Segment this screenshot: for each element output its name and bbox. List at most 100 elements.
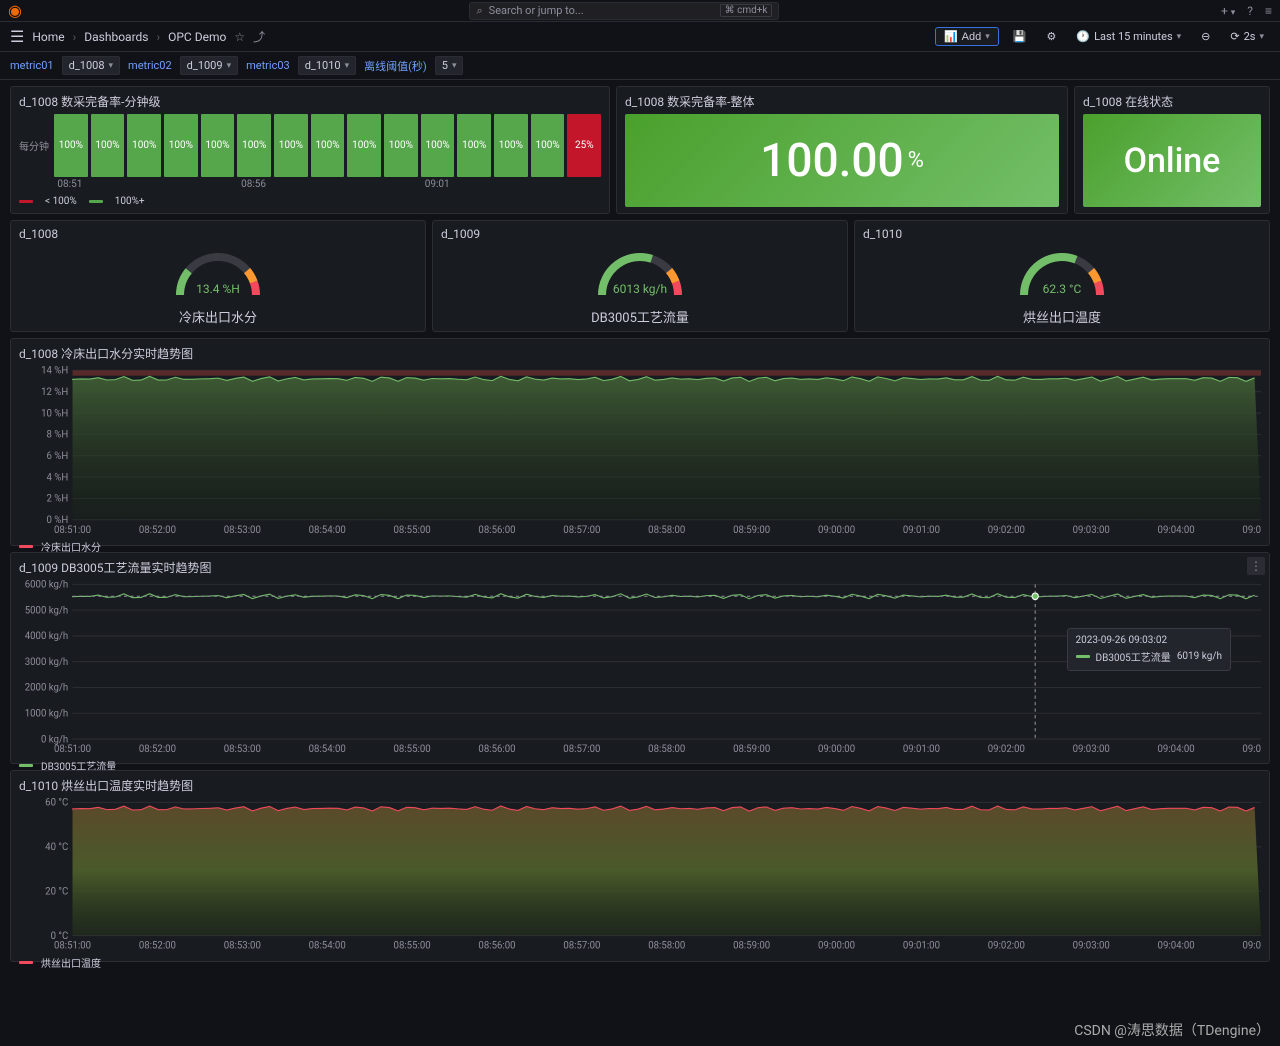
svg-text:60 °C: 60 °C: [45, 798, 68, 809]
bargrid-cell: 100%: [311, 114, 345, 177]
zoom-out-icon[interactable]: ⊖: [1195, 28, 1216, 45]
svg-text:08:58:00: 08:58:00: [648, 744, 685, 754]
svg-text:08:56:00: 08:56:00: [478, 525, 515, 535]
svg-text:62.3 °C: 62.3 °C: [1043, 282, 1082, 296]
menu-icon[interactable]: ☰: [10, 27, 24, 46]
svg-text:14 %H: 14 %H: [41, 366, 68, 377]
var-label-metric01: metric01: [10, 59, 54, 72]
breadcrumb-home[interactable]: Home: [32, 30, 64, 44]
refresh-button[interactable]: ⟳ 2s ▾: [1224, 28, 1270, 45]
chart1-svg: 14 %H12 %H10 %H8 %H6 %H4 %H2 %H0 %H08:51…: [19, 366, 1261, 535]
panel-menu-icon[interactable]: ⋮: [1247, 557, 1265, 575]
bargrid-cell: 100%: [274, 114, 308, 177]
panel-online-status: d_1008 在线状态 Online: [1074, 86, 1270, 214]
var-select-metric01[interactable]: d_1008▾: [62, 56, 120, 75]
grafana-logo-icon[interactable]: ◉: [8, 1, 28, 21]
svg-text:08:58:00: 08:58:00: [648, 941, 685, 951]
var-label-threshold: 离线阈值(秒): [364, 58, 427, 74]
bargrid-row-label: 每分钟: [19, 114, 51, 177]
chevron-down-icon: ▾: [985, 31, 990, 42]
var-select-threshold[interactable]: 5▾: [435, 56, 464, 75]
svg-text:5000 kg/h: 5000 kg/h: [25, 605, 69, 616]
tooltip-swatch: [1076, 655, 1090, 658]
svg-text:09:02:00: 09:02:00: [988, 744, 1025, 754]
stat-online: Online: [1083, 114, 1261, 207]
save-icon[interactable]: 💾: [1007, 28, 1033, 45]
legend-swatch: [19, 764, 33, 767]
breadcrumb-bar: ☰ Home › Dashboards › OPC Demo ☆ ⤴ 📊 Add…: [0, 22, 1280, 52]
bargrid-cell: 100%: [421, 114, 455, 177]
gauge-panel: d_1009 6013 kg/h DB3005工艺流量: [432, 220, 848, 332]
svg-text:08:59:00: 08:59:00: [733, 941, 770, 951]
bargrid-cell: 100%: [531, 114, 565, 177]
var-label-metric03: metric03: [246, 59, 290, 72]
chart-icon: 📊: [944, 30, 958, 43]
share-icon[interactable]: ⤴: [253, 28, 265, 45]
var-label-metric02: metric02: [128, 59, 172, 72]
breadcrumb-dashboards[interactable]: Dashboards: [84, 30, 148, 44]
svg-text:08:59:00: 08:59:00: [733, 525, 770, 535]
var-select-metric02[interactable]: d_1009▾: [180, 56, 238, 75]
gauge-svg: 13.4 %H: [163, 245, 273, 305]
breadcrumb-current[interactable]: OPC Demo: [168, 30, 226, 44]
time-picker[interactable]: 🕐 Last 15 minutes ▾: [1070, 28, 1187, 45]
svg-text:08:54:00: 08:54:00: [309, 525, 346, 535]
var-select-metric03[interactable]: d_1010▾: [298, 56, 356, 75]
legend-label: 烘丝出口温度: [41, 955, 101, 970]
svg-text:08:57:00: 08:57:00: [563, 941, 600, 951]
bargrid-cell: 100%: [54, 114, 88, 177]
svg-text:08:53:00: 08:53:00: [224, 941, 261, 951]
svg-text:08:59:00: 08:59:00: [733, 744, 770, 754]
panel-bargrid: d_1008 数采完备率-分钟级 每分钟 100%100%100%100%100…: [10, 86, 610, 214]
panel-title: d_1009 DB3005工艺流量实时趋势图: [19, 559, 1261, 576]
svg-text:08:52:00: 08:52:00: [139, 525, 176, 535]
svg-text:08:51:00: 08:51:00: [54, 941, 91, 951]
search-icon: ⌕: [476, 4, 482, 18]
chart-tooltip: 2023-09-26 09:03:02 DB3005工艺流量 6019 kg/h: [1067, 628, 1231, 671]
svg-text:2 %H: 2 %H: [47, 494, 69, 505]
svg-text:8 %H: 8 %H: [47, 430, 69, 441]
svg-text:13.4 %H: 13.4 %H: [196, 282, 240, 296]
search-placeholder: Search or jump to...: [489, 4, 584, 17]
panel-chart1: d_1008 冷床出口水分实时趋势图 14 %H12 %H10 %H8 %H6 …: [10, 338, 1270, 546]
chevron-down-icon: ▾: [227, 61, 232, 71]
svg-text:08:58:00: 08:58:00: [648, 525, 685, 535]
svg-text:2000 kg/h: 2000 kg/h: [25, 683, 69, 694]
svg-text:12 %H: 12 %H: [41, 387, 68, 398]
search-kbd: ⌘ cmd+k: [720, 4, 773, 17]
panel-title: d_1008 数采完备率-分钟级: [19, 93, 601, 110]
svg-text:08:52:00: 08:52:00: [139, 744, 176, 754]
svg-text:20 °C: 20 °C: [45, 886, 68, 897]
svg-text:08:51:00: 08:51:00: [54, 744, 91, 754]
help-icon[interactable]: ?: [1247, 4, 1253, 18]
gauge-svg: 6013 kg/h: [585, 245, 695, 305]
add-button[interactable]: 📊 Add ▾: [935, 27, 999, 46]
svg-text:08:53:00: 08:53:00: [224, 744, 261, 754]
panel-title: d_1010 烘丝出口温度实时趋势图: [19, 777, 1261, 794]
svg-text:3000 kg/h: 3000 kg/h: [25, 657, 69, 668]
plus-icon[interactable]: + ▾: [1221, 4, 1235, 18]
svg-text:09:00:00: 09:00:00: [818, 525, 855, 535]
svg-text:09:01:00: 09:01:00: [903, 744, 940, 754]
svg-text:09:04:00: 09:04:00: [1158, 744, 1195, 754]
chevron-down-icon: ▾: [1259, 32, 1264, 42]
star-icon[interactable]: ☆: [234, 30, 245, 44]
chart3-svg: 60 °C40 °C20 °C0 °C08:51:0008:52:0008:53…: [19, 798, 1261, 951]
bargrid-cell: 100%: [127, 114, 161, 177]
chevron-down-icon: ▾: [109, 61, 114, 71]
svg-text:6 %H: 6 %H: [47, 451, 69, 462]
svg-text:09:04:00: 09:04:00: [1158, 525, 1195, 535]
search-input[interactable]: ⌕ Search or jump to... ⌘ cmd+k: [469, 2, 779, 20]
svg-text:08:51:00: 08:51:00: [54, 525, 91, 535]
settings-icon[interactable]: ⚙: [1040, 28, 1062, 45]
news-icon[interactable]: ≡: [1265, 4, 1272, 18]
panel-chart3: d_1010 烘丝出口温度实时趋势图 60 °C40 °C20 °C0 °C08…: [10, 770, 1270, 962]
panel-title: d_1008 在线状态: [1083, 93, 1261, 110]
svg-text:08:56:00: 08:56:00: [478, 744, 515, 754]
svg-text:09:01:00: 09:01:00: [903, 941, 940, 951]
bargrid-cell: 25%: [567, 114, 601, 177]
svg-text:08:53:00: 08:53:00: [224, 525, 261, 535]
tooltip-timestamp: 2023-09-26 09:03:02: [1076, 635, 1222, 646]
svg-text:08:52:00: 08:52:00: [139, 941, 176, 951]
svg-text:08:56:00: 08:56:00: [478, 941, 515, 951]
